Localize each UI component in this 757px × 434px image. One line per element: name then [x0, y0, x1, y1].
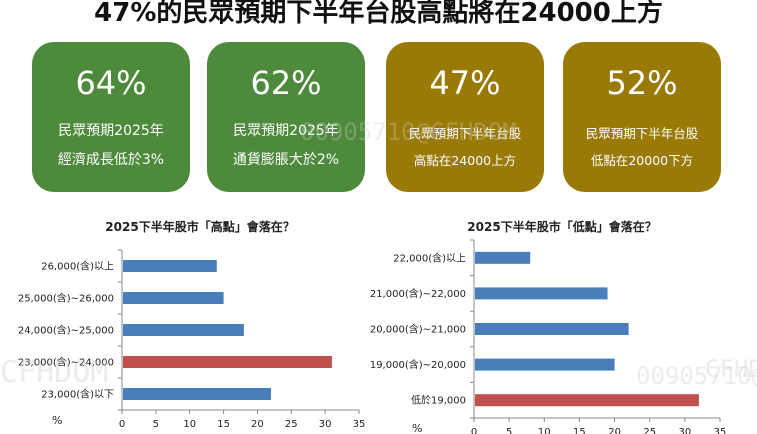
- x-tick-label: 20: [608, 427, 621, 434]
- category-label: 低於19,000: [411, 394, 466, 407]
- x-tick-label: 0: [119, 419, 125, 430]
- x-tick-label: 10: [183, 419, 196, 430]
- stat-card-line1: 民眾預期下半年台股: [585, 126, 699, 141]
- bar-4: [123, 388, 271, 400]
- stat-card-line2: 經濟成長低於3%: [57, 152, 165, 168]
- category-label: 22,000(含)以上: [393, 251, 466, 264]
- bar-0: [123, 260, 217, 272]
- bar-0: [475, 251, 531, 264]
- category-label: 24,000(含)~25,000: [18, 324, 114, 337]
- chart-title: 2025下半年股市「低點」會落在？: [467, 219, 656, 234]
- bar-2: [475, 323, 629, 335]
- stat-card-gdp: 64% 民眾預期2025年 經濟成長低於3%: [32, 42, 190, 192]
- bar-1: [475, 287, 608, 300]
- x-tick-label: 10: [538, 427, 551, 434]
- page-title: 47%的民眾預期下半年台股高點將在24000上方: [94, 0, 663, 28]
- category-label: 23,000(含)~24,000: [18, 356, 114, 369]
- stat-card-line2: 低點在20000下方: [590, 153, 694, 168]
- x-tick-label: 5: [153, 419, 159, 430]
- stat-card-percent: 47%: [429, 64, 501, 102]
- x-tick-label: 30: [678, 427, 691, 434]
- x-tick-label: 5: [506, 427, 512, 434]
- category-label: 20,000(含)~21,000: [370, 323, 466, 336]
- x-tick-label: 35: [353, 419, 366, 430]
- bar-3: [475, 358, 615, 371]
- stat-card-inflation: 62% 民眾預期2025年 通貨膨脹大於2%: [207, 42, 365, 192]
- stat-card-percent: 64%: [75, 64, 147, 102]
- category-label: 19,000(含)~20,000: [370, 358, 466, 371]
- category-label: 25,000(含)~26,000: [18, 292, 114, 305]
- x-axis-unit: %: [52, 414, 62, 427]
- stat-card-percent: 52%: [606, 64, 678, 102]
- stat-card-percent: 62%: [250, 64, 322, 102]
- stat-card-line2: 通貨膨脹大於2%: [232, 152, 340, 168]
- bar-1: [123, 292, 224, 304]
- x-tick-label: 25: [285, 419, 298, 430]
- bar-4: [475, 394, 699, 407]
- stat-card-line2: 高點在24000上方: [413, 153, 517, 168]
- stat-card-line1: 民眾預期2025年: [58, 123, 164, 139]
- x-tick-label: 15: [573, 427, 586, 434]
- stat-card-line1: 民眾預期2025年: [233, 123, 339, 139]
- x-tick-label: 30: [319, 419, 332, 430]
- chart-title: 2025下半年股市「高點」會落在？: [105, 219, 294, 234]
- category-label: 23,000(含)以下: [41, 388, 114, 401]
- stat-card-high: 47% 民眾預期下半年台股 高點在24000上方: [386, 42, 544, 192]
- x-tick-label: 25: [643, 427, 656, 434]
- x-tick-label: 20: [251, 419, 264, 430]
- x-axis-unit: %: [412, 422, 422, 434]
- x-tick-label: 15: [217, 419, 230, 430]
- stat-card-line1: 民眾預期下半年台股: [408, 126, 522, 141]
- bar-3: [123, 356, 332, 368]
- stat-card-low: 52% 民眾預期下半年台股 低點在20000下方: [563, 42, 721, 192]
- category-label: 26,000(含)以上: [41, 260, 114, 273]
- x-tick-label: 0: [471, 427, 477, 434]
- bar-2: [123, 324, 244, 336]
- x-tick-label: 35: [714, 427, 727, 434]
- category-label: 21,000(含)~22,000: [370, 287, 466, 300]
